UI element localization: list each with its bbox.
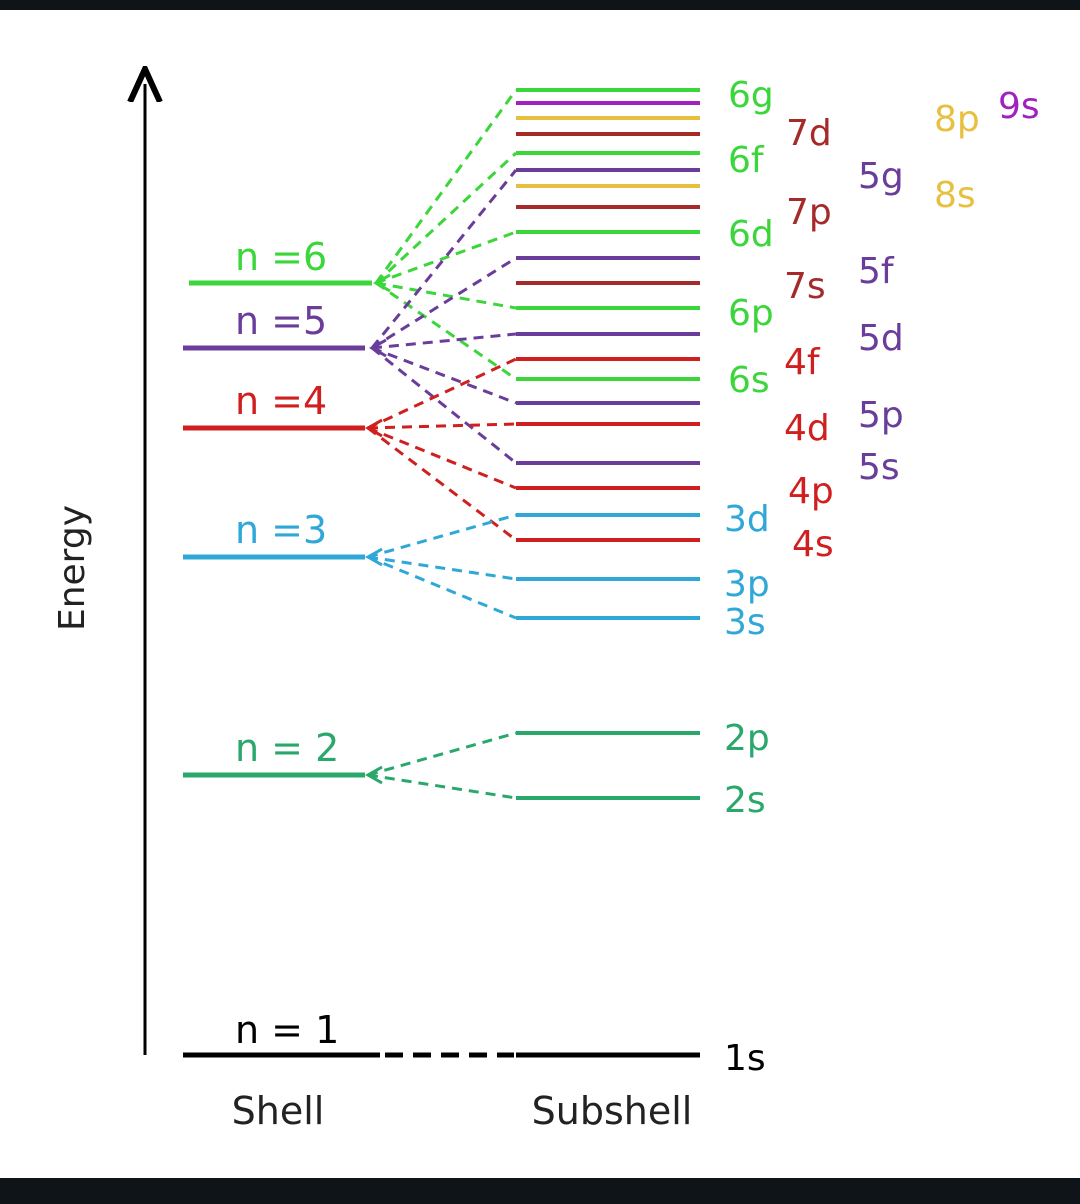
subshell-label-4p: 4p (788, 471, 834, 512)
shell-label-n5: n =5 (235, 299, 327, 343)
subshell-label-4d: 4d (784, 408, 830, 449)
connector-3s (367, 555, 517, 620)
connector-5d (371, 332, 517, 350)
subshell-label-1s: 1s (724, 1038, 766, 1079)
connector-5s (371, 346, 517, 465)
subshell-label-5g: 5g (858, 156, 904, 197)
connector-arrowhead-n3 (364, 547, 383, 567)
connector-4p (367, 426, 517, 490)
subshell-label-6p: 6p (728, 293, 774, 334)
connector-2s (367, 773, 517, 800)
shell-label-n2: n = 2 (235, 726, 339, 770)
connector-6g (374, 89, 518, 284)
subshell-label-4f: 4f (784, 342, 821, 383)
shell-label-n1: n = 1 (235, 1008, 339, 1052)
connector-4f (367, 357, 517, 430)
subshell-label-4s: 4s (792, 524, 834, 565)
subshell-label-3s: 3s (724, 602, 766, 643)
subshell-label-8s: 8s (934, 175, 976, 216)
diagram-canvas: Energy Shell Subshell n = 1 n = 2 n =3 n =4… (0, 10, 1080, 1178)
connector-3d (367, 513, 517, 559)
subshell-label-5f: 5f (858, 251, 895, 292)
shell-label-n3: n =3 (235, 508, 327, 552)
subshell-label-2p: 2p (724, 718, 770, 759)
connector-5g (370, 169, 518, 349)
connector-6d (375, 230, 517, 285)
shell-axis-label: Shell (232, 1089, 325, 1133)
subshell-label-6d: 6d (728, 214, 774, 255)
subshell-label-3p: 3p (724, 564, 770, 605)
energy-axis-label: Energy (52, 505, 93, 631)
subshell-label-7p: 7p (786, 192, 832, 233)
subshell-label-6g: 6g (728, 75, 774, 116)
subshell-label-2s: 2s (724, 780, 766, 821)
subshell-label-5d: 5d (858, 318, 904, 359)
connector-3p (367, 555, 517, 581)
connector-2p (367, 731, 517, 777)
diagram-svg: Energy Shell Subshell n = 1 n = 2 n =3 n =4… (52, 10, 1040, 1133)
connector-4d (367, 422, 517, 430)
shell-label-n4: n =4 (235, 379, 327, 423)
shell-levels: n = 1 n = 2 n =3 n =4 n =5 n =6 (183, 235, 380, 1058)
connector-6s (375, 281, 517, 381)
subshell-label-7d: 7d (786, 113, 832, 154)
subshell-label-7s: 7s (784, 266, 826, 307)
bottom-bar (0, 1178, 1080, 1204)
shell-label-n6: n =6 (235, 235, 327, 279)
subshell-axis-label: Subshell (532, 1089, 693, 1133)
connector-arrowhead-n5 (368, 338, 387, 358)
subshell-label-6s: 6s (728, 360, 770, 401)
connector-5f (371, 256, 517, 350)
subshell-label-5s: 5s (858, 447, 900, 488)
connector-6p (375, 281, 517, 310)
connector-arrowhead-n4 (364, 418, 383, 438)
connector-6f (374, 151, 518, 285)
subshell-label-3d: 3d (724, 499, 770, 540)
subshell-label-9s: 9s (998, 86, 1040, 127)
connector-5p (371, 346, 517, 405)
connector-arrowhead-n6 (372, 273, 391, 293)
subshell-label-5p: 5p (858, 395, 904, 436)
connector-arrowhead-n2 (364, 765, 383, 785)
top-bar (0, 0, 1080, 10)
connector-lines (364, 89, 518, 1058)
subshell-label-6f: 6f (728, 140, 765, 181)
subshell-label-8p: 8p (934, 99, 980, 140)
